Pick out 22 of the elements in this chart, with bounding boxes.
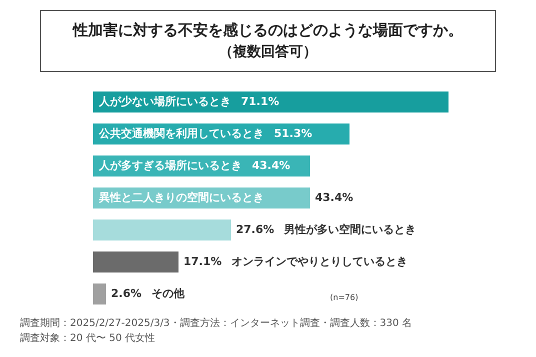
y-tick-label: その他	[152, 286, 186, 300]
data-label: 2.6%	[111, 286, 142, 300]
y-tick-label: 公共交通機関を利用しているとき	[98, 126, 264, 140]
data-label: 43.4%	[252, 158, 290, 172]
y-tick-label: 異性と二人きりの空間にいるとき	[98, 190, 264, 204]
y-tick-label: 人が多すぎる場所にいるとき	[98, 158, 242, 172]
chart-title: 性加害に対する不安を感じるのはどのような場面ですか。	[71, 21, 464, 40]
text: 調査期間：2025/2/27-2025/3/3・調査方法：インターネット調査・調査人数：330 名	[20, 316, 412, 330]
data-label: 51.3%	[274, 126, 312, 140]
annotation: (n=76)	[330, 293, 358, 302]
bar	[93, 283, 106, 305]
bar	[93, 251, 178, 273]
text: 調査対象：20 代〜 50 代女性	[20, 332, 155, 345]
y-tick-label: オンラインでやりとりしているとき	[232, 254, 408, 268]
data-label: 43.4%	[315, 190, 354, 204]
bar	[93, 219, 231, 241]
chart-subtitle: （複数回答可）	[218, 43, 318, 61]
data-label: 17.1%	[184, 254, 222, 268]
y-tick-label: 男性が多い空間にいるとき	[283, 222, 416, 236]
data-label: 27.6%	[236, 222, 274, 236]
y-tick-label: 人が少ない場所にいるとき	[98, 94, 231, 108]
data-label: 71.1%	[241, 94, 280, 108]
